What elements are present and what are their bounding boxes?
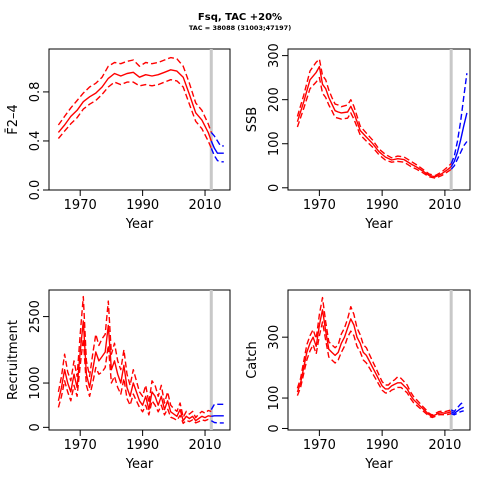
- plot-frame: [287, 48, 471, 191]
- history-median-line: [57, 320, 212, 422]
- history-lower-line: [296, 321, 452, 419]
- x-tick-label: 1990: [366, 198, 399, 213]
- y-tick-label: 2500: [28, 300, 43, 333]
- x-axis-title: Year: [125, 217, 154, 232]
- projection-median-line: [450, 112, 468, 167]
- x-tick-label: 2010: [188, 198, 221, 213]
- x-tick-label: 1990: [126, 198, 159, 213]
- history-median-line: [57, 69, 212, 142]
- x-axis-title: Year: [125, 457, 154, 472]
- x-tick-label: 1990: [366, 438, 399, 453]
- y-axis-title: SSB: [245, 107, 260, 132]
- x-axis-title: Year: [364, 457, 393, 472]
- panel-ssb: 1970 1990 2010 0 100 200 300 Year SSB: [245, 43, 471, 232]
- figure-title: Fsq, TAC +20%: [198, 12, 282, 23]
- y-axis-title: F̄2–4: [6, 104, 21, 135]
- y-tick-label: 0: [267, 184, 282, 192]
- plot-frame: [48, 48, 231, 191]
- y-tick-label: 100: [267, 386, 282, 411]
- history-lower-line: [296, 76, 452, 179]
- x-tick-label: 1970: [303, 198, 336, 213]
- projection-upper-line: [210, 131, 224, 147]
- projection-median-line: [211, 415, 224, 417]
- projection-lower-line: [210, 148, 224, 163]
- y-tick-label: 100: [267, 131, 282, 156]
- y-tick-label: 300: [267, 325, 282, 350]
- projection-upper-line: [450, 73, 468, 164]
- panel-catch: 1970 1990 2010 0 100 300 Year Catch: [245, 289, 471, 472]
- projection-median-line: [450, 406, 465, 414]
- projection-lower-line: [450, 410, 464, 416]
- projection-median-line: [210, 140, 224, 154]
- x-tick-label: 1970: [303, 438, 336, 453]
- history-median-line: [296, 65, 452, 178]
- y-tick-label: 0: [28, 423, 43, 431]
- history-lower-line: [57, 338, 212, 425]
- y-tick-label: 0.0: [28, 180, 43, 201]
- history-upper-line: [57, 295, 212, 419]
- panel-fbar: 1970 1990 2010 0.0 0.4 0.8 Year F̄2–4: [6, 48, 231, 232]
- history-median-line: [296, 309, 452, 417]
- history-upper-line: [57, 56, 212, 133]
- x-tick-label: 2010: [188, 438, 221, 453]
- projection-upper-line: [210, 403, 224, 410]
- y-axis-title: Recruitment: [6, 320, 21, 400]
- projection-upper-line: [450, 401, 465, 413]
- y-tick-label: 0: [267, 424, 282, 432]
- figure-subtitle: TAC = 38088 (31003;47197): [189, 24, 291, 32]
- y-axis-title: Catch: [245, 341, 260, 379]
- x-tick-label: 1990: [126, 438, 159, 453]
- y-tick-label: 0.4: [28, 131, 43, 152]
- x-tick-label: 2010: [428, 198, 461, 213]
- projection-lower-line: [210, 420, 224, 424]
- x-tick-label: 1970: [64, 438, 97, 453]
- x-axis-title: Year: [364, 217, 393, 232]
- history-upper-line: [296, 58, 452, 177]
- y-tick-label: 200: [267, 87, 282, 112]
- x-tick-label: 1970: [64, 198, 97, 213]
- x-tick-label: 2010: [428, 438, 461, 453]
- y-tick-label: 300: [267, 43, 282, 68]
- panel-recruitment: 1970 1990 2010 0 1000 2500 Year Recruitment: [6, 289, 231, 472]
- plot-frame: [48, 289, 231, 431]
- plot-frame: [287, 289, 471, 431]
- history-upper-line: [296, 296, 452, 416]
- y-tick-label: 0.8: [28, 82, 43, 103]
- projection-lower-line: [450, 141, 468, 170]
- y-tick-label: 1000: [28, 366, 43, 399]
- history-lower-line: [57, 78, 212, 149]
